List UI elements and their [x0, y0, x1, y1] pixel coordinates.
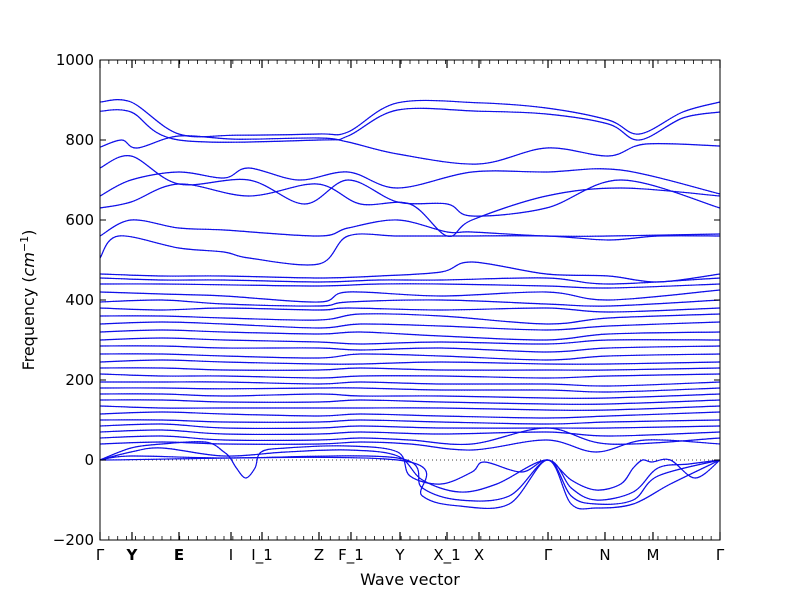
phonon-band-1: [100, 99, 720, 138]
phonon-band-points-36: [100, 447, 720, 501]
phonon-band-3: [100, 135, 720, 165]
phonon-band-29: [100, 411, 720, 419]
x-tick-label: Z: [314, 546, 324, 564]
phonon-band-38: [100, 456, 720, 510]
x-tick-label: Γ: [716, 546, 725, 564]
phonon-band-points-12: [100, 289, 720, 303]
x-tick-label: X_1: [433, 546, 460, 565]
phonon-band-points-1: [100, 99, 720, 138]
phonon-band-points-6: [100, 183, 720, 237]
phonon-band-22: [100, 367, 720, 371]
phonon-band-25: [100, 387, 720, 393]
x-tick-label: M: [647, 546, 660, 564]
phonon-band-27: [100, 399, 720, 405]
phonon-band-points-38: [100, 456, 720, 510]
phonon-band-4: [100, 167, 720, 197]
phonon-band-points-7: [100, 219, 720, 237]
phonon-band-points-8: [100, 233, 720, 266]
phonon-band-21: [100, 359, 720, 365]
y-tick-label: −200: [53, 531, 94, 549]
phonon-band-points-10: [100, 277, 720, 285]
phonon-band-7: [100, 219, 720, 237]
phonon-band-8: [100, 233, 720, 266]
x-tick-label: N: [599, 546, 610, 564]
phonon-band-16: [100, 321, 720, 331]
phonon-band-points-2: [100, 107, 720, 143]
phonon-band-points-20: [100, 353, 720, 361]
phonon-band-points-5: [100, 155, 720, 217]
phonon-band-36: [100, 447, 720, 501]
phonon-band-points-34: [100, 439, 720, 453]
phonon-band-13: [100, 299, 720, 307]
phonon-band-24: [100, 381, 720, 387]
plot-area: [100, 99, 720, 510]
y-tick-label: 800: [65, 131, 94, 149]
phonon-band-points-13: [100, 299, 720, 307]
phonon-band-points-9: [100, 261, 720, 283]
phonon-band-points-35: [100, 441, 720, 491]
y-tick-label: 1000: [56, 51, 94, 69]
x-tick-label: I_1: [251, 546, 272, 565]
phonon-band-points-3: [100, 135, 720, 165]
phonon-band-26: [100, 393, 720, 399]
phonon-band-points-11: [100, 283, 720, 289]
x-tick-label: I: [229, 546, 233, 564]
phonon-band-30: [100, 419, 720, 425]
axes: −200 0 200 400 600 800 1000 Γ Y E I I_1 Z F_1 Y X_1 X Γ N M…: [53, 51, 725, 565]
phonon-band-points-15: [100, 313, 720, 325]
x-axis-label: Wave vector: [360, 570, 460, 589]
y-tick-label: 200: [65, 371, 94, 389]
x-tick-label: F_1: [338, 546, 364, 565]
phonon-band-23: [100, 373, 720, 379]
y-tick-label: 0: [84, 451, 94, 469]
phonon-band-18: [100, 337, 720, 345]
phonon-band-19: [100, 345, 720, 353]
x-tick-label: Γ: [96, 546, 105, 564]
phonon-band-points-37: [100, 455, 720, 505]
x-tick-label: Y: [394, 546, 405, 564]
phonon-band-points-14: [100, 307, 720, 313]
y-tick-label: 600: [65, 211, 94, 229]
phonon-band-11: [100, 283, 720, 289]
phonon-band-points-4: [100, 167, 720, 197]
phonon-band-32: [100, 429, 720, 437]
phonon-band-31: [100, 423, 720, 429]
phonon-band-37: [100, 455, 720, 505]
phonon-band-9: [100, 261, 720, 283]
y-axis-label: Frequency (cm−1): [18, 230, 38, 371]
x-tick-label: E: [174, 546, 184, 564]
x-tick-label: Y: [126, 546, 139, 564]
y-tick-label: 400: [65, 291, 94, 309]
phonon-band-points-24: [100, 381, 720, 387]
phonon-band-points-33: [100, 427, 720, 446]
phonon-band-17: [100, 329, 720, 341]
phonon-band-28: [100, 405, 720, 411]
phonon-band-points-25: [100, 387, 720, 393]
x-tick-label: Γ: [544, 546, 553, 564]
x-tick-label: X: [474, 546, 484, 564]
